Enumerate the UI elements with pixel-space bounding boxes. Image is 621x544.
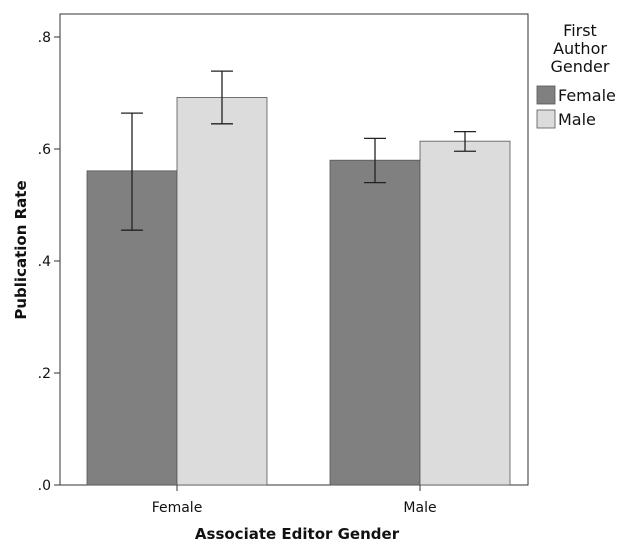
y-tick-label: .4 xyxy=(38,254,51,270)
y-tick-label: .2 xyxy=(38,366,51,382)
error-bars-layer xyxy=(121,70,476,231)
y-axis-title: Publication Rate xyxy=(12,180,30,319)
legend-swatch-female xyxy=(536,85,556,105)
bar-male-female xyxy=(176,97,268,486)
x-tick-label: Male xyxy=(403,500,436,516)
y-axis: .0 .2 .4 .6 .8 xyxy=(38,30,60,494)
y-tick-label: .6 xyxy=(38,142,51,158)
legend-title-line: First xyxy=(563,21,597,40)
legend-title-line: Gender xyxy=(551,57,610,76)
x-axis-title: Associate Editor Gender xyxy=(195,525,400,543)
bar-female-male xyxy=(329,159,421,486)
legend-label-male: Male xyxy=(558,110,596,129)
x-tick-label: Female xyxy=(152,500,203,516)
bar-male-male xyxy=(419,140,511,486)
legend-title-line: Author xyxy=(553,39,607,58)
y-tick-label: .8 xyxy=(38,30,51,46)
y-tick-label: .0 xyxy=(38,478,51,494)
x-axis: Female Male xyxy=(152,485,437,516)
legend-label-female: Female xyxy=(558,86,616,105)
legend-swatch-male xyxy=(536,109,556,129)
